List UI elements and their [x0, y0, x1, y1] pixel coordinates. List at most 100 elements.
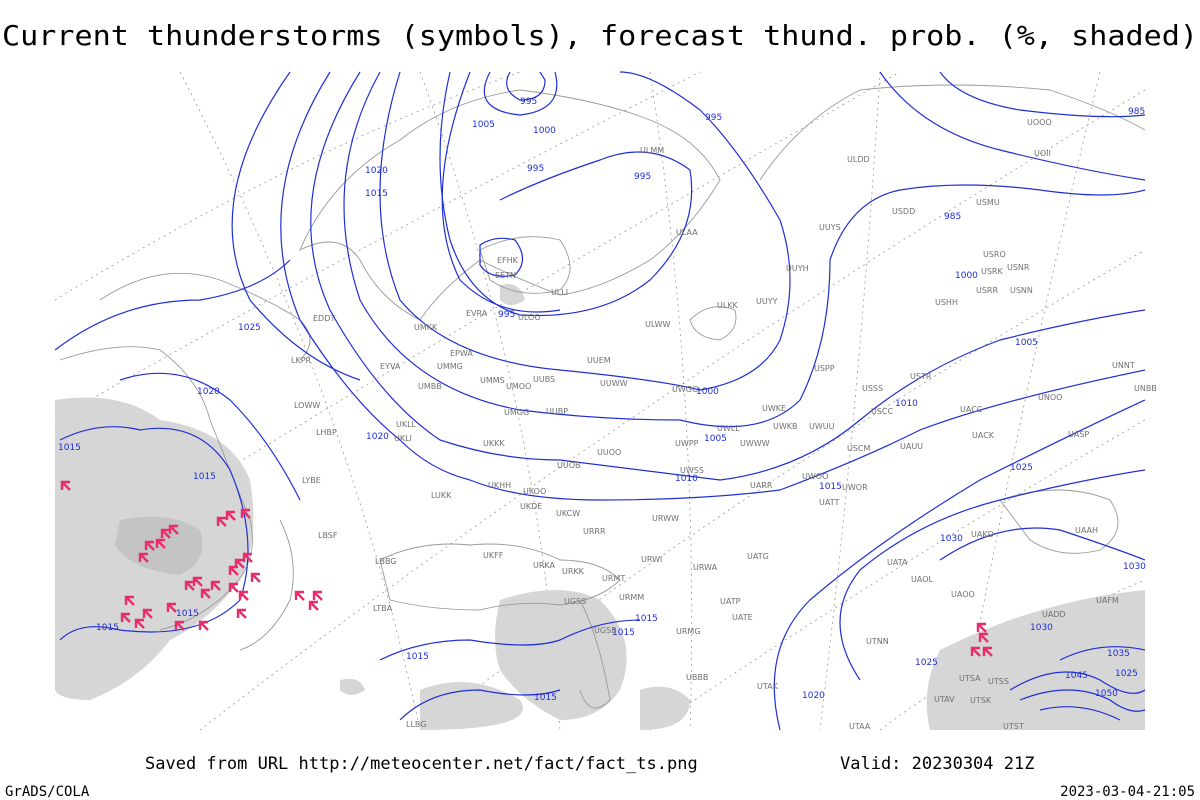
station-label: UTNN [866, 637, 889, 646]
station-label: USTR [910, 372, 932, 381]
isobar-label: 1025 [915, 658, 938, 668]
station-label: UMMG [437, 362, 463, 371]
station-label: UATP [720, 597, 741, 606]
station-label: UAOO [951, 590, 975, 599]
isobar-label: 1000 [533, 126, 556, 136]
isobar-label: 995 [705, 113, 722, 123]
station-label: LBSF [318, 531, 338, 540]
station-label: URMT [602, 574, 625, 583]
station-label: UKHH [488, 481, 511, 490]
probability-shading [55, 284, 1145, 730]
station-label: UUYH [786, 264, 809, 273]
station-label: UACC [960, 405, 983, 414]
station-label: USPP [814, 364, 835, 373]
station-label: UUOO [597, 448, 621, 457]
isobar-label: 1005 [472, 120, 495, 130]
isobar-label: 1015 [96, 623, 119, 633]
isobar-label: 1015 [365, 189, 388, 199]
station-label: UTSA [959, 674, 981, 683]
station-label: USDD [892, 207, 915, 216]
isobar-label: 1015 [819, 482, 842, 492]
station-label: UNOO [1038, 393, 1062, 402]
station-label: UOOO [1027, 118, 1052, 127]
isobar-label: 1015 [58, 443, 81, 453]
isobar-label: 1035 [1107, 649, 1130, 659]
station-label: UWSS [680, 466, 704, 475]
station-label: UMBB [418, 382, 442, 391]
software-credit: GrADS/COLA [5, 784, 90, 800]
isobar-label: 985 [944, 212, 961, 222]
isobar-label: 1045 [1065, 671, 1088, 681]
station-label: UMOO [506, 382, 531, 391]
station-label: EPWA [450, 349, 473, 358]
station-label: UNNT [1112, 361, 1135, 370]
station-label: UWOR [842, 483, 868, 492]
station-label: UASP [1068, 430, 1089, 439]
valid-time: Valid: 20230304 21Z [840, 754, 1034, 774]
station-label: UAKD [971, 530, 994, 539]
station-label: USSS [862, 384, 883, 393]
isobar-label: 1005 [1015, 338, 1038, 348]
station-label: UGSB [594, 626, 617, 635]
isobar-label: 1000 [696, 387, 719, 397]
thunderstorm-symbols [60, 480, 993, 657]
isobar-label: 1015 [406, 652, 429, 662]
isobar-label: 1015 [534, 693, 557, 703]
station-label: UTAV [934, 695, 955, 704]
station-label: UUYS [819, 223, 841, 232]
station-label: URRR [583, 527, 606, 536]
station-label: UKLI [394, 434, 412, 443]
map-labels: 995 1005 1000 995 995 995 1020 1015 985 985 1000 99… [58, 97, 1157, 731]
station-label: URMG [676, 627, 701, 636]
station-label: UTAA [849, 722, 871, 731]
station-label: UWWW [740, 439, 770, 448]
station-label: UUBP [546, 407, 568, 416]
station-label: UOII [1034, 149, 1051, 158]
station-label: UMKK [414, 323, 438, 332]
station-label: EYVA [380, 362, 401, 371]
station-label: USRO [983, 250, 1006, 259]
station-label: USCM [847, 444, 871, 453]
isobar-label: 1025 [1115, 669, 1138, 679]
isobar-label: 1020 [197, 387, 220, 397]
station-label: LYBE [302, 476, 321, 485]
station-label: USRK [981, 267, 1003, 276]
station-label: UAAH [1075, 526, 1098, 535]
station-label: USNN [1010, 286, 1033, 295]
isobar-label: 1015 [176, 609, 199, 619]
station-label: UAOL [911, 575, 933, 584]
isobar-label: 1010 [675, 474, 698, 484]
isobar-label: 1015 [193, 472, 216, 482]
station-label: UACK [972, 431, 995, 440]
station-label: UUBS [533, 375, 555, 384]
station-label: UTAK [757, 682, 779, 691]
station-label: UATA [887, 558, 908, 567]
station-label: EETN [495, 271, 516, 280]
station-label: UKCW [556, 509, 580, 518]
station-label: UGSS [564, 597, 586, 606]
station-label: USMU [976, 198, 1000, 207]
station-label: UKLL [396, 420, 417, 429]
station-label: LTBA [373, 604, 393, 613]
isobar-label: 995 [527, 164, 544, 174]
station-label: UBBB [686, 673, 708, 682]
station-label: UAFM [1096, 596, 1119, 605]
station-label: UMMS [480, 376, 505, 385]
station-label: UWKB [773, 422, 798, 431]
station-label: UWKE [762, 404, 786, 413]
station-label: UWLL [717, 424, 740, 433]
isobar-label: 995 [634, 172, 651, 182]
station-label: LBBG [375, 557, 397, 566]
station-label: UUYY [756, 297, 778, 306]
render-timestamp: 2023-03-04-21:05 [1060, 784, 1195, 800]
station-label: USHH [935, 298, 958, 307]
station-label: ULDD [847, 155, 870, 164]
isobar-label: 1010 [895, 399, 918, 409]
station-label: URKK [562, 567, 585, 576]
isobar-label: 1025 [238, 323, 261, 333]
station-label: UARR [750, 481, 773, 490]
station-label: USRR [976, 286, 998, 295]
station-label: UWOO [802, 472, 828, 481]
station-label: UWGG [672, 385, 698, 394]
station-label: UTSS [988, 677, 1009, 686]
